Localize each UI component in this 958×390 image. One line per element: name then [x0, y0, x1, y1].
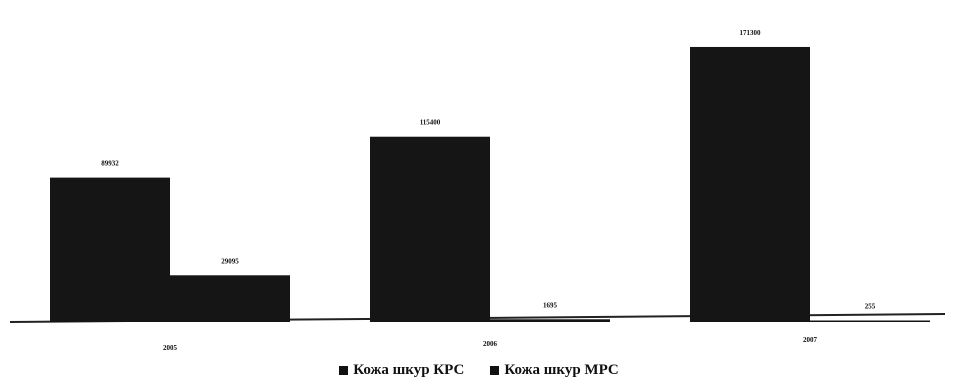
bar-krs-2007: [690, 46, 810, 323]
data-label-krs-2007: 171300: [740, 29, 762, 37]
data-label-krs-2006: 115400: [420, 119, 441, 127]
bar-mrs-2006: [490, 319, 610, 322]
data-label-mrs-2007: 255: [865, 303, 876, 311]
bar-mrs-2007: [810, 320, 930, 322]
legend-label-krs: Кожа шкур КРС: [353, 362, 465, 378]
legend-swatch-mrs: [490, 366, 500, 375]
bar-krs-2006: [370, 136, 490, 322]
data-label-krs-2005: 89932: [101, 160, 119, 168]
x-tick-label-2007: 2007: [803, 336, 818, 344]
legend: Кожа шкур КРС Кожа шкур МРС: [0, 362, 958, 379]
data-label-mrs-2005: 29095: [221, 257, 239, 265]
legend-item-krs: Кожа шкур КРС: [339, 362, 464, 379]
legend-swatch-krs: [339, 366, 349, 375]
legend-item-mrs: Кожа шкур МРС: [490, 362, 619, 379]
legend-label-mrs: Кожа шкур МРС: [504, 362, 619, 378]
bar-mrs-2005: [170, 275, 290, 322]
bar-krs-2005: [50, 177, 170, 322]
x-tick-label-2005: 2005: [163, 344, 178, 352]
x-tick-label-2006: 2006: [483, 340, 498, 348]
data-label-mrs-2006: 1695: [543, 301, 558, 309]
